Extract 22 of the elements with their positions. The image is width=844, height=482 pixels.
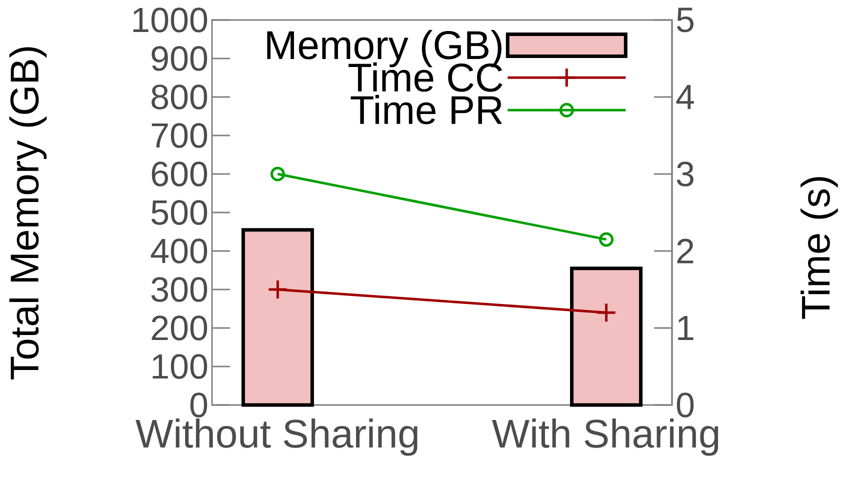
y-tick-label: 400 (150, 238, 208, 264)
x-tick-label: With Sharing (492, 418, 718, 456)
x-tick-label: Without Sharing (136, 418, 418, 456)
y2-tick-label: 2 (677, 238, 694, 264)
y2-tick-label: 5 (676, 8, 694, 32)
y-tick-label: 700 (152, 123, 208, 148)
y-tick-label: 900 (152, 46, 208, 71)
y-tick-label: 1000 (133, 8, 208, 32)
y2-axis-title: Time (s) (800, 177, 838, 319)
legend-label: Time PR (350, 94, 502, 124)
y-tick-label: 800 (152, 84, 208, 110)
y-axis-title: Total Memory (GB) (9, 47, 47, 380)
y2-tick-label: 0 (676, 392, 694, 418)
y-tick-label: 100 (152, 354, 208, 379)
y-tick-label: 600 (152, 162, 208, 186)
y-tick-label: 500 (151, 200, 208, 225)
y2-tick-label: 1 (678, 316, 694, 340)
y2-tick-label: 4 (676, 84, 694, 110)
y-tick-label: 0 (190, 392, 208, 418)
y-tick-label: 200 (152, 316, 208, 340)
y2-tick-label: 3 (676, 162, 694, 186)
y-tick-label: 300 (151, 277, 208, 302)
